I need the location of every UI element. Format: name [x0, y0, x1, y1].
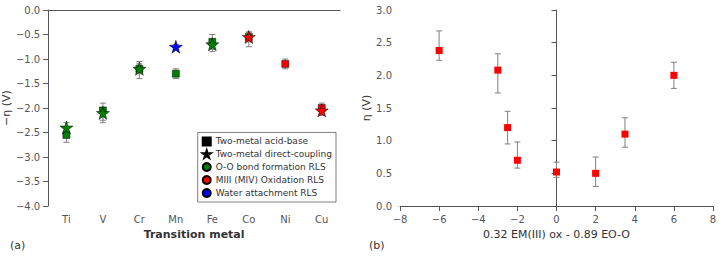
svg-text:Two-metal direct-coupling: Two-metal direct-coupling	[215, 149, 332, 159]
svg-text:−η (V): −η (V)	[0, 90, 13, 126]
svg-text:Transition metal: Transition metal	[144, 228, 245, 241]
svg-text:(a): (a)	[10, 239, 25, 252]
svg-text:1.0: 1.0	[376, 135, 392, 146]
svg-text:4: 4	[632, 214, 638, 225]
svg-text:Fe: Fe	[207, 214, 218, 225]
svg-text:−8: −8	[393, 214, 408, 225]
svg-text:V: V	[99, 214, 106, 225]
svg-text:6: 6	[671, 214, 677, 225]
svg-text:Water attachment RLS: Water attachment RLS	[216, 188, 318, 198]
svg-text:0.0: 0.0	[24, 5, 40, 16]
svg-text:3.0: 3.0	[376, 5, 392, 16]
svg-text:η (V): η (V)	[360, 95, 373, 122]
svg-text:−0.5: −0.5	[16, 29, 40, 40]
svg-text:−2.5: −2.5	[16, 127, 40, 138]
svg-text:0.32 EM(III) ox - 0.89 EO-O: 0.32 EM(III) ox - 0.89 EO-O	[483, 228, 630, 241]
svg-text:Ti: Ti	[61, 214, 71, 225]
svg-text:−2: −2	[510, 214, 525, 225]
svg-text:8: 8	[710, 214, 716, 225]
svg-text:−2.0: −2.0	[16, 103, 40, 114]
svg-text:Cr: Cr	[134, 214, 146, 225]
svg-text:Cu: Cu	[315, 214, 328, 225]
svg-text:Co: Co	[242, 214, 255, 225]
svg-text:O-O bond formation RLS: O-O bond formation RLS	[216, 162, 326, 172]
svg-text:−1.5: −1.5	[16, 78, 40, 89]
svg-text:2: 2	[592, 214, 598, 225]
svg-text:1.5: 1.5	[376, 103, 392, 114]
svg-text:Mn: Mn	[168, 214, 183, 225]
svg-text:−3.0: −3.0	[16, 152, 40, 163]
svg-text:(b): (b)	[369, 239, 385, 252]
svg-text:−4.0: −4.0	[16, 201, 40, 212]
svg-text:−6: −6	[432, 214, 447, 225]
svg-text:MIII (MIV) Oxidation RLS: MIII (MIV) Oxidation RLS	[216, 175, 325, 185]
svg-text:0.5: 0.5	[376, 168, 392, 179]
svg-text:−4: −4	[471, 214, 486, 225]
svg-text:2.5: 2.5	[376, 37, 392, 48]
svg-text:2.0: 2.0	[376, 70, 392, 81]
svg-text:−1.0: −1.0	[16, 54, 40, 65]
svg-text:0.0: 0.0	[376, 201, 392, 212]
svg-text:−3.5: −3.5	[16, 176, 40, 187]
svg-text:Two-metal acid-base: Two-metal acid-base	[215, 136, 309, 146]
svg-text:0: 0	[553, 214, 559, 225]
svg-text:Ni: Ni	[280, 214, 290, 225]
